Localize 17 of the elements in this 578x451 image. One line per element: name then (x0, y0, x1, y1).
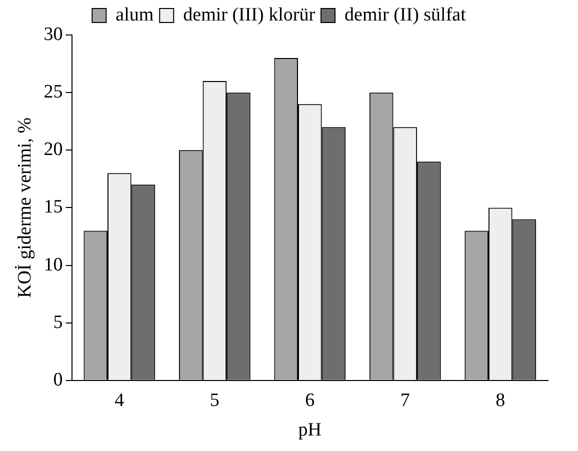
x-tick-label: 7 (400, 390, 410, 411)
legend-label: demir (II) sülfat (344, 4, 467, 26)
x-axis-title: pH (298, 420, 322, 441)
legend-label: demir (III) klorür (183, 4, 316, 26)
y-axis-title: KOİ giderme verimi, % (14, 117, 36, 298)
y-tick-label: 10 (44, 254, 63, 276)
y-tick-label: 15 (44, 196, 63, 218)
x-tick-label: 4 (114, 390, 125, 411)
x-tick-label: 5 (210, 390, 220, 411)
x-tick-label: 6 (305, 390, 315, 411)
y-tick-label: 20 (44, 139, 63, 160)
y-tick-label: 25 (44, 82, 63, 103)
y-tick-label: 5 (53, 312, 63, 333)
y-tick-label: 30 (44, 24, 63, 45)
y-tick-label: 0 (53, 369, 63, 390)
x-tick-label: 8 (496, 390, 506, 411)
legend-label: alum (116, 4, 154, 26)
